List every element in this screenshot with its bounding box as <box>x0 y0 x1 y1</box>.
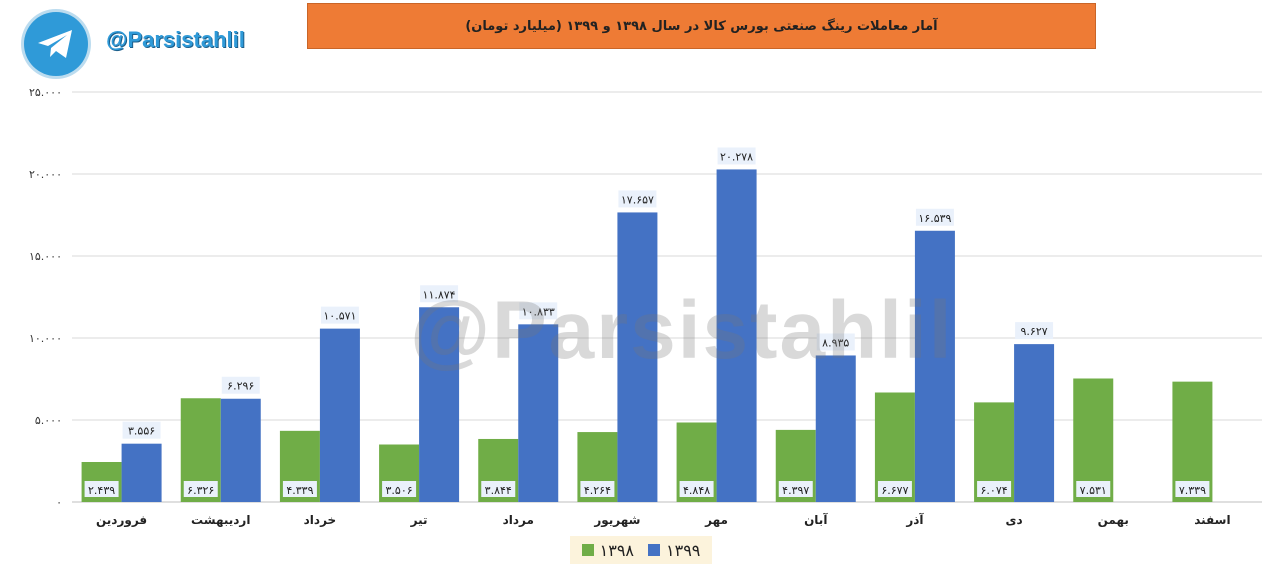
x-tick-label: فروردین <box>96 513 147 528</box>
data-label-bg <box>221 376 260 394</box>
data-label-bg <box>977 481 1012 497</box>
data-label-bg <box>679 481 714 497</box>
y-tick-label: ۲۵.۰۰۰ <box>29 86 62 99</box>
data-label: ۱۰.۸۳۳ <box>522 305 555 318</box>
data-label: ۸.۹۳۵ <box>822 336 849 349</box>
data-label-bg <box>877 481 912 497</box>
data-label: ۴.۳۹۷ <box>782 484 809 497</box>
data-label: ۷.۳۳۹ <box>1179 484 1206 497</box>
bar <box>419 307 460 502</box>
data-label: ۳.۸۴۴ <box>485 484 512 497</box>
x-tick-label: شهریور <box>593 513 640 528</box>
data-label: ۷.۵۳۱ <box>1080 484 1107 497</box>
bar <box>220 398 261 502</box>
data-label: ۲۰.۲۷۸ <box>720 150 753 163</box>
legend: ۱۳۹۸ ۱۳۹۹ <box>570 536 712 564</box>
data-label-bg <box>618 190 657 208</box>
telegram-icon[interactable] <box>24 12 88 76</box>
data-label-bg <box>481 481 516 497</box>
chart-title-bar: آمار معاملات رینگ صنعتی بورس کالا در سال… <box>307 3 1096 49</box>
data-label-bg <box>519 302 558 320</box>
legend-swatch-1398 <box>581 544 594 556</box>
bar <box>815 355 856 502</box>
x-tick-label: اردیبهشت <box>191 513 250 527</box>
data-label-bg <box>282 481 317 497</box>
data-label-bg <box>816 333 855 351</box>
data-label: ۴.۳۳۹ <box>286 484 313 497</box>
brand: @Parsistahlil <box>20 10 280 76</box>
chart-title: آمار معاملات رینگ صنعتی بورس کالا در سال… <box>465 18 938 34</box>
bar <box>319 328 360 502</box>
data-label: ۳.۵۵۶ <box>128 425 155 438</box>
x-tick-label: اسفند <box>1194 513 1230 527</box>
x-tick-label: مهر <box>704 513 728 527</box>
legend-swatch-1399 <box>648 544 660 556</box>
x-tick-label: مرداد <box>503 513 534 527</box>
data-label-bg <box>580 481 615 497</box>
data-label: ۳.۵۰۶ <box>386 484 413 497</box>
data-label: ۱۷.۶۵۷ <box>621 193 654 206</box>
data-label: ۶.۶۷۷ <box>881 484 908 497</box>
data-label: ۱۱.۸۷۴ <box>423 288 456 301</box>
data-label: ۶.۲۹۶ <box>227 380 254 393</box>
data-label-bg <box>183 481 218 497</box>
x-tick-label: آذر <box>905 512 924 527</box>
data-label: ۴.۲۶۴ <box>584 484 611 497</box>
y-tick-label: ۲۰.۰۰۰ <box>29 168 62 181</box>
x-tick-label: دی <box>1006 513 1023 527</box>
data-label-bg <box>420 285 459 303</box>
bar <box>617 212 658 502</box>
y-tick-label: ۰ <box>56 496 62 509</box>
data-label-bg <box>1015 322 1054 340</box>
bar <box>121 443 162 502</box>
x-tick-label: تیر <box>410 513 428 527</box>
data-label-bg <box>915 208 954 226</box>
legend-label-1398: ۱۳۹۸ <box>599 540 634 560</box>
y-tick-label: ۱۰.۰۰۰ <box>29 332 62 345</box>
data-label: ۶.۳۲۶ <box>187 484 214 497</box>
bar <box>1014 344 1055 502</box>
data-label-bg <box>122 421 161 439</box>
brand-handle: @Parsistahlil <box>106 27 245 52</box>
data-label: ۶.۰۷۴ <box>981 484 1008 497</box>
data-label-bg <box>84 481 119 497</box>
legend-label-1399: ۱۳۹۹ <box>666 540 701 560</box>
bar <box>914 230 955 502</box>
x-tick-label: آبان <box>804 512 828 527</box>
data-label-bg <box>1076 481 1111 497</box>
data-label-bg <box>382 481 417 497</box>
data-label-bg <box>1175 481 1210 497</box>
legend-item-1398: ۱۳۹۸ <box>581 540 634 560</box>
x-tick-label: خرداد <box>304 513 337 527</box>
data-label-bg <box>717 147 756 165</box>
bar <box>518 324 559 502</box>
data-label-bg <box>778 481 813 497</box>
y-tick-label: ۵.۰۰۰ <box>35 414 62 427</box>
data-label: ۱۰.۵۷۱ <box>323 310 356 323</box>
data-label: ۹.۶۲۷ <box>1021 325 1048 338</box>
y-tick-label: ۱۵.۰۰۰ <box>29 250 62 263</box>
data-label: ۱۶.۵۳۹ <box>918 212 951 225</box>
x-tick-label: بهمن <box>1098 513 1129 527</box>
data-label: ۴.۸۴۸ <box>683 484 710 497</box>
legend-item-1399: ۱۳۹۹ <box>648 541 700 560</box>
data-label-bg <box>320 306 359 324</box>
bar <box>716 169 757 502</box>
data-label: ۲.۴۳۹ <box>88 484 115 497</box>
